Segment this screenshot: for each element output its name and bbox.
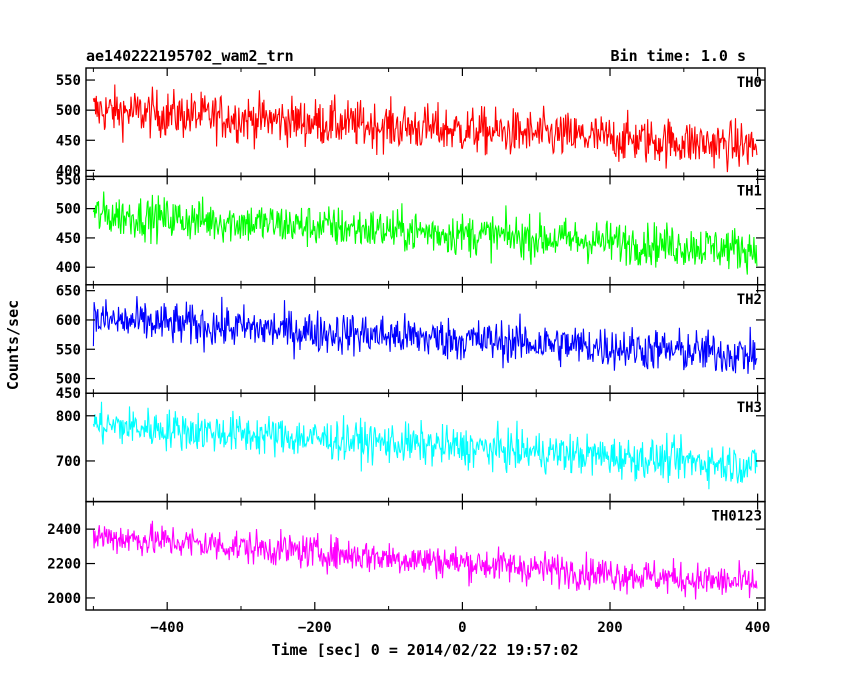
y-tick-label: 2200	[47, 557, 81, 573]
y-tick-label: 550	[56, 73, 81, 89]
chart-title-left: ae140222195702_wam2_trn	[86, 47, 294, 65]
panel-name-label: TH0	[737, 75, 762, 91]
x-tick-label: −200	[298, 620, 332, 636]
x-tick-label: 200	[597, 620, 622, 636]
y-tick-label: 500	[56, 103, 81, 119]
x-axis: −400 −200 0 200 400	[150, 620, 770, 636]
series-line-th0	[92, 84, 758, 173]
y-tick-label: 800	[56, 409, 81, 425]
panel-name-label: TH1	[737, 183, 762, 199]
series-line-th2	[92, 296, 758, 374]
y-tick-label: 450	[56, 231, 81, 247]
panel-th3: 700 800 450 TH3	[56, 386, 766, 503]
y-tick-label: 650	[56, 284, 81, 300]
panel-name-label: TH0123	[711, 509, 762, 525]
series-line-th0123	[92, 520, 758, 600]
chart-title-right: Bin time: 1.0 s	[611, 47, 746, 65]
panel-name-label: TH2	[737, 292, 762, 308]
x-tick-label: 400	[745, 620, 770, 636]
y-tick-label: 500	[56, 372, 81, 388]
panel-th0: 400 450 500 550 TH0	[56, 67, 766, 179]
y-tick-label: 2000	[47, 591, 81, 607]
x-tick-label: 0	[458, 620, 466, 636]
y-tick-label: 500	[56, 202, 81, 218]
panel-th2: 500 550 600 650 TH2	[56, 284, 766, 394]
y-tick-label: 400	[56, 260, 81, 276]
y-tick-label: 700	[56, 454, 81, 470]
y-axis-label: Counts/sec	[4, 300, 22, 390]
x-axis-label: Time [sec] 0 = 2014/02/22 19:57:02	[271, 641, 578, 659]
panel-th1: 400 450 500 550 TH1	[56, 172, 766, 286]
y-tick-label: 450	[56, 386, 81, 402]
panel-frame	[85, 500, 766, 611]
series-line-th3	[92, 401, 758, 490]
x-tick-label: −400	[150, 620, 184, 636]
y-tick-label: 550	[56, 342, 81, 358]
y-tick-label: 2400	[47, 522, 81, 538]
y-tick-label: 450	[56, 133, 81, 149]
panel-name-label: TH3	[737, 400, 762, 416]
y-tick-label: 400	[56, 163, 81, 179]
series-line-th1	[92, 191, 758, 275]
y-tick-label: 550	[56, 172, 81, 188]
y-tick-label: 600	[56, 313, 81, 329]
panel-frame	[85, 392, 766, 503]
panel-th0123: 2000 2200 2400 TH0123	[47, 500, 766, 611]
